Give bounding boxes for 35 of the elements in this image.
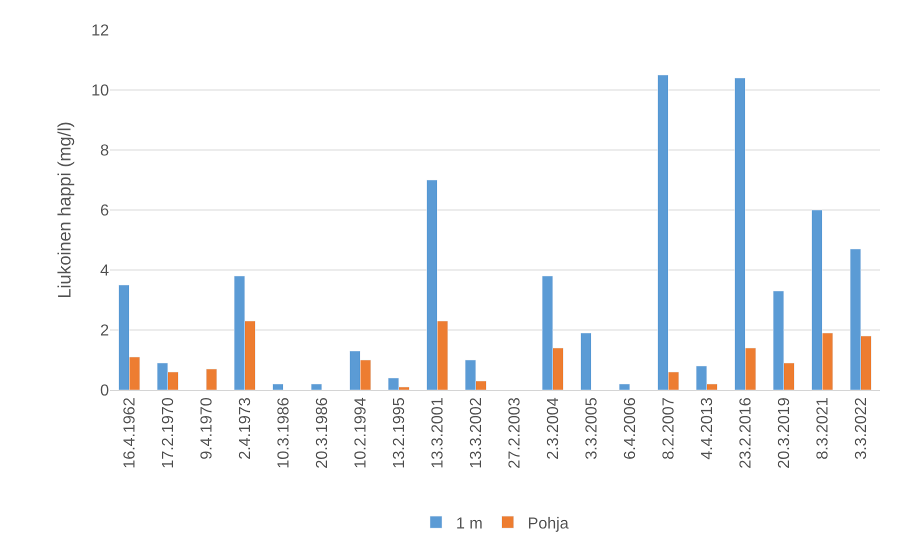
y-axis-title: Liukoinen happi (mg/l) bbox=[54, 121, 74, 299]
x-tick-label: 16.4.1962 bbox=[121, 397, 138, 469]
x-tick-label: 13.3.2001 bbox=[429, 397, 446, 469]
x-tick-label: 4.4.2013 bbox=[698, 397, 716, 460]
x-tick-label: 17.2.1970 bbox=[160, 397, 177, 469]
bar bbox=[580, 332, 592, 390]
legend-label: Pohja bbox=[528, 515, 569, 532]
y-tick-label: 6 bbox=[100, 202, 110, 220]
x-tick-label: 20.3.1986 bbox=[314, 397, 331, 469]
x-tick-label: 10.2.1994 bbox=[352, 397, 370, 469]
y-tick-label: 10 bbox=[91, 82, 110, 100]
x-tick-label: 8.3.2021 bbox=[814, 397, 832, 460]
x-tick-label: 3.3.2022 bbox=[852, 397, 870, 460]
x-tick-label: 8.2.2007 bbox=[660, 397, 678, 460]
x-tick-label: 2.3.2004 bbox=[544, 397, 562, 460]
bar bbox=[310, 384, 322, 390]
y-tick-label: 8 bbox=[100, 142, 110, 160]
y-tick-label: 12 bbox=[91, 22, 110, 40]
bar bbox=[206, 368, 218, 390]
x-tick-label: 13.3.2002 bbox=[468, 397, 485, 469]
y-tick-label: 0 bbox=[100, 382, 110, 400]
x-tick-label: 6.4.2006 bbox=[622, 397, 639, 460]
x-tick-label: 10.3.1986 bbox=[275, 397, 292, 469]
x-tick-label: 9.4.1970 bbox=[198, 397, 216, 460]
x-tick-label: 2.4.1973 bbox=[236, 397, 254, 460]
x-tick-label: 27.2.2003 bbox=[506, 397, 524, 469]
legend-label: 1 m bbox=[456, 515, 483, 532]
x-tick-label: 3.3.2005 bbox=[583, 397, 600, 460]
bar bbox=[618, 384, 630, 390]
bar bbox=[272, 384, 284, 390]
x-tick-label: 20.3.2019 bbox=[776, 397, 793, 469]
x-tick-label: 23.2.2016 bbox=[737, 397, 754, 469]
y-tick-label: 2 bbox=[100, 322, 110, 340]
y-tick-label: 4 bbox=[100, 262, 110, 280]
x-tick-label: 13.2.1995 bbox=[390, 397, 408, 469]
